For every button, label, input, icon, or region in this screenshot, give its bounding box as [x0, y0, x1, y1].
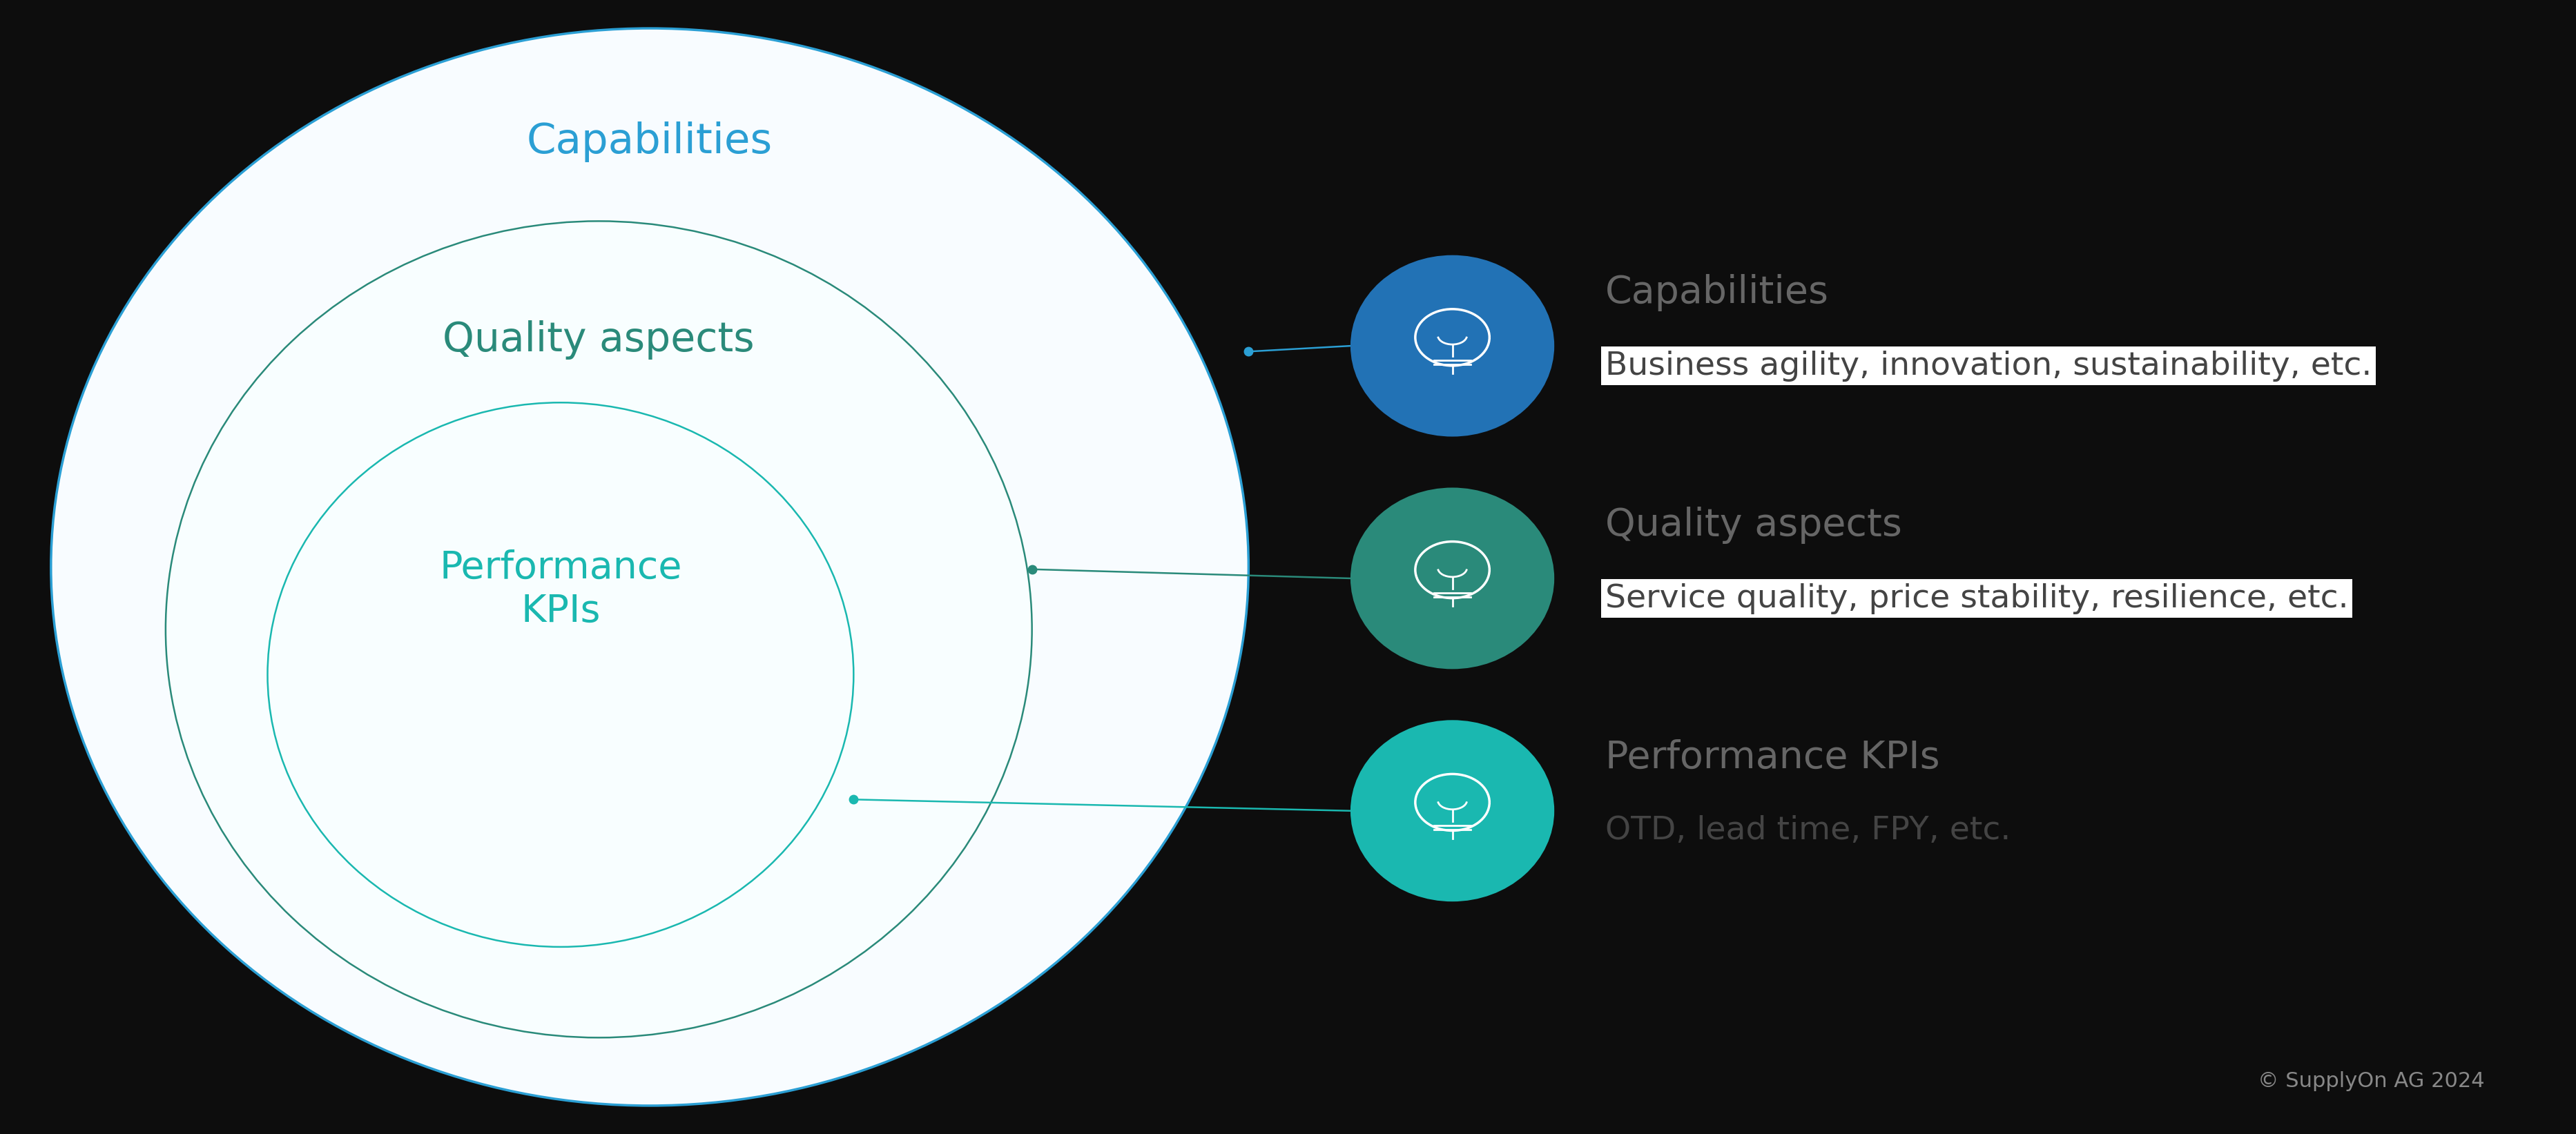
Text: Quality aspects: Quality aspects	[443, 321, 755, 359]
Text: Capabilities: Capabilities	[1605, 274, 1829, 312]
Text: OTD, lead time, FPY, etc.: OTD, lead time, FPY, etc.	[1605, 815, 2012, 846]
Ellipse shape	[165, 221, 1033, 1038]
Ellipse shape	[52, 28, 1249, 1106]
Text: Service quality, price stability, resilience, etc.: Service quality, price stability, resili…	[1605, 583, 2349, 613]
Text: © SupplyOn AG 2024: © SupplyOn AG 2024	[2257, 1070, 2483, 1091]
Text: Performance KPIs: Performance KPIs	[1605, 739, 1940, 777]
Ellipse shape	[1350, 255, 1553, 437]
Ellipse shape	[1350, 488, 1553, 669]
Text: Capabilities: Capabilities	[526, 121, 773, 162]
Ellipse shape	[1350, 720, 1553, 902]
Text: Quality aspects: Quality aspects	[1605, 507, 1901, 544]
Text: Performance
KPIs: Performance KPIs	[440, 550, 683, 629]
Text: Business agility, innovation, sustainability, etc.: Business agility, innovation, sustainabi…	[1605, 350, 2372, 381]
Ellipse shape	[268, 403, 853, 947]
